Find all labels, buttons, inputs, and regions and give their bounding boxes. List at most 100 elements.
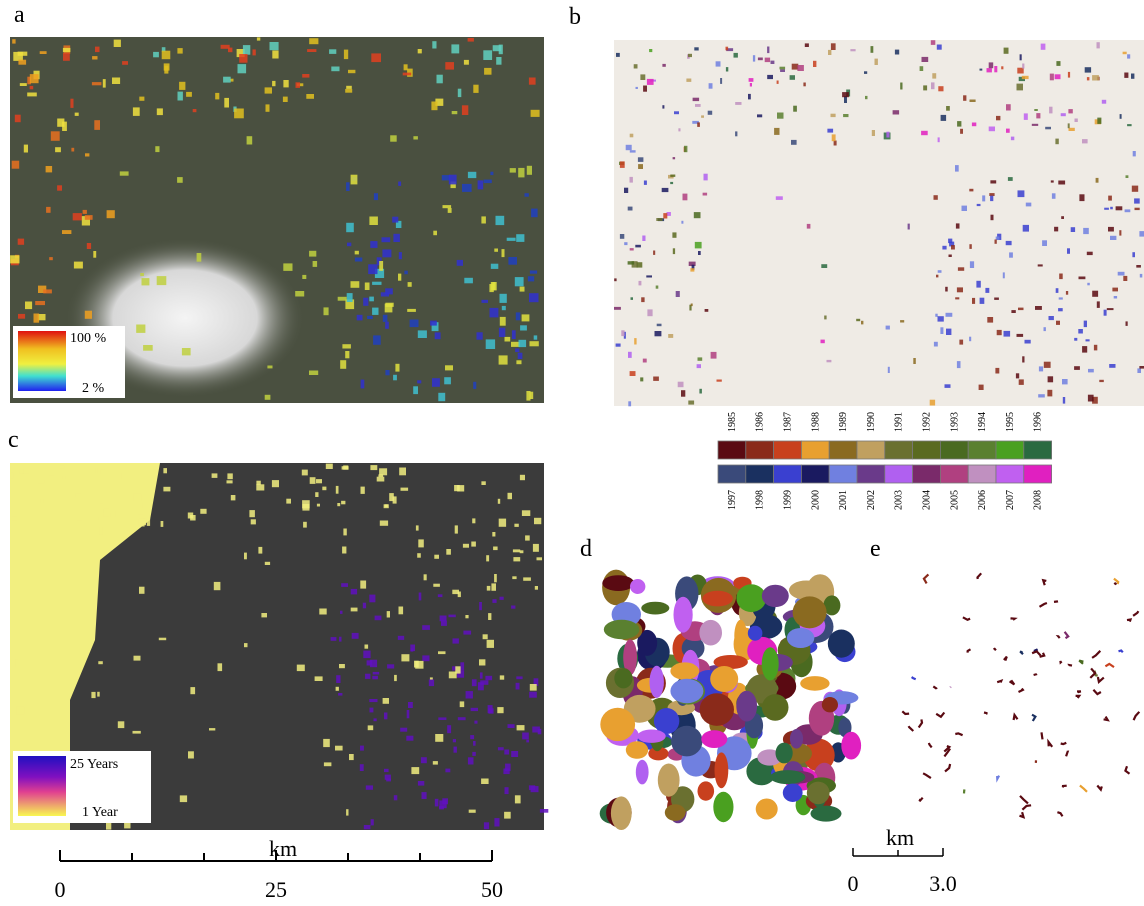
disturbance-trace (1041, 578, 1047, 586)
segment (747, 625, 763, 641)
age-patch (507, 492, 512, 500)
disturbance-patch (624, 187, 629, 193)
disturbance-patch (1021, 75, 1029, 80)
age-patch (499, 596, 504, 600)
disturbance-patch (619, 161, 625, 168)
disturbance-patch (937, 270, 942, 273)
age-patch (448, 614, 456, 618)
disturbance-patch (972, 297, 976, 304)
disturbance-patch (27, 76, 31, 85)
disturbance-patch (220, 44, 230, 49)
age-patch (370, 465, 378, 471)
disturbance-patch (949, 241, 955, 247)
age-patch (323, 738, 330, 748)
age-patch (503, 768, 510, 775)
disturbance-patch (726, 48, 734, 52)
disturbance-patch (62, 230, 72, 234)
disturbance-patch (1082, 139, 1088, 144)
age-patch (339, 636, 342, 642)
disturbance-patch (629, 371, 636, 376)
disturbance-patch (777, 112, 784, 119)
age-patch (256, 484, 265, 491)
age-patch (504, 811, 511, 819)
age-patch (264, 561, 271, 565)
age-patch (528, 785, 536, 791)
disturbance-patch (921, 56, 929, 62)
disturbance-patch (1125, 321, 1128, 326)
disturbance-patch (92, 56, 98, 60)
disturbance-patch (842, 92, 849, 98)
disturbance-patch (969, 244, 972, 249)
disturbance-patch (533, 335, 538, 340)
disturbance-trace (1033, 673, 1038, 677)
age-patch (314, 676, 323, 681)
age-patch (15, 659, 19, 668)
disturbance-patch (224, 97, 229, 108)
disturbance-patch (830, 113, 836, 118)
disturbance-patch (473, 381, 477, 389)
disturbance-patch (94, 120, 100, 130)
age-patch (360, 745, 364, 751)
segment (755, 798, 778, 820)
age-patch (370, 819, 374, 826)
disturbance-patch (707, 110, 713, 115)
age-patch (493, 546, 498, 551)
disturbance-patch (1117, 271, 1125, 276)
age-patch (350, 588, 358, 595)
disturbance-patch (312, 261, 318, 267)
disturbance-trace (932, 685, 938, 690)
disturbance-patch (813, 60, 817, 67)
age-patch (415, 660, 424, 669)
disturbance-patch (1056, 61, 1061, 66)
age-patch (179, 795, 188, 803)
age-patch (379, 520, 389, 526)
age-patch (303, 521, 307, 528)
age-patch (142, 503, 147, 509)
scale-label: 25 (265, 877, 287, 902)
disturbance-patch (1017, 67, 1024, 74)
disturbance-trace (1092, 688, 1102, 696)
disturbance-patch (481, 299, 488, 303)
disturbance-patch (936, 274, 939, 278)
age-patch (249, 510, 255, 518)
disturbance-patch (933, 195, 938, 200)
segment (736, 584, 767, 613)
disturbance-patch (82, 209, 87, 214)
disturbance-patch (112, 77, 121, 84)
disturbance-patch (265, 104, 270, 112)
disturbance-patch (955, 165, 959, 172)
age-patch (366, 660, 373, 666)
disturbance-patch (473, 84, 479, 93)
segment (671, 725, 703, 757)
disturbance-patch (379, 261, 384, 271)
disturbance-patch (385, 288, 393, 295)
disturbance-patch (701, 115, 704, 118)
disturbance-patch (748, 78, 754, 82)
age-patch (516, 676, 523, 680)
disturbance-patch (1038, 394, 1045, 398)
disturbance-patch (444, 377, 451, 385)
disturbance-patch (11, 160, 20, 169)
disturbance-patch (1043, 361, 1051, 368)
age-patch (335, 485, 339, 494)
year-label: 1992 (922, 412, 933, 432)
disturbance-patch (1097, 117, 1102, 124)
disturbance-patch (688, 53, 692, 58)
disturbance-trace (910, 676, 917, 681)
disturbance-patch (633, 64, 638, 69)
age-patch (110, 510, 116, 517)
disturbance-patch (382, 314, 388, 322)
year-label: 1987 (783, 412, 794, 432)
age-patch (325, 463, 333, 469)
disturbance-patch (894, 49, 900, 55)
disturbance-patch (140, 273, 144, 276)
year-swatch (717, 440, 747, 460)
disturbance-patch (483, 50, 493, 60)
disturbance-patch (655, 285, 659, 289)
disturbance-patch (1092, 396, 1098, 404)
disturbance-patch (343, 49, 349, 60)
age-patch (491, 583, 496, 591)
disturbance-patch (767, 74, 773, 80)
disturbance-patch (139, 96, 145, 101)
disturbance-patch (256, 37, 261, 41)
